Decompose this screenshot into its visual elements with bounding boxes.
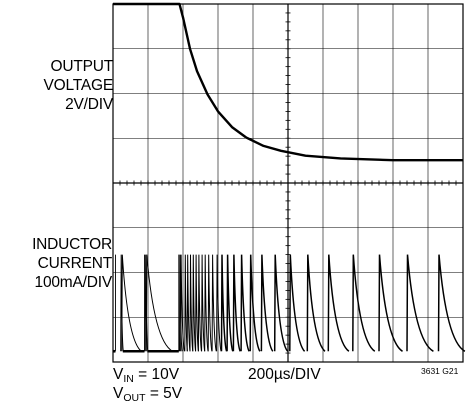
channel-2-label: INDUCTOR CURRENT 100mA/DIV (2, 235, 112, 292)
inductor-current-pulse (273, 254, 289, 352)
inductor-current-pulse (207, 254, 213, 352)
inductor-current-pulse (406, 254, 434, 352)
inductor-current-pulse (201, 254, 206, 352)
inductor-current-pulse (352, 254, 376, 352)
output-voltage-condition: VOUT = 5V (113, 385, 183, 404)
inductor-current-pulse (378, 254, 403, 352)
inductor-current-pulse (226, 254, 234, 352)
inductor-current-pulse (121, 254, 142, 352)
inductor-current-pulse (145, 254, 173, 352)
inductor-current-pulse (197, 254, 202, 352)
inductor-current-pulse (327, 254, 350, 352)
figure-id: 3631 G21 (421, 366, 459, 376)
channel-2-label-line-1: INDUCTOR (32, 236, 112, 253)
output-voltage-trace (113, 2, 463, 162)
channel-2-label-line-3: 100mA/DIV (34, 274, 113, 291)
channel-1-label-line-1: OUTPUT (50, 58, 113, 75)
inductor-current-pulse (180, 254, 185, 352)
channel-1-label: OUTPUT VOLTAGE 2V/DIV (13, 57, 113, 114)
inductor-current-pulse (240, 254, 250, 352)
timebase-label: 200µs/DIV (248, 366, 321, 383)
input-voltage-value: = 10V (138, 366, 180, 383)
inductor-current-pulse (220, 254, 228, 352)
channel-1-label-line-3: 2V/DIV (65, 96, 113, 113)
graticule-frame (112, 3, 464, 363)
output-voltage-value: = 5V (149, 385, 183, 402)
inductor-current-pulse (260, 254, 274, 352)
channel-2-label-line-2: CURRENT (37, 255, 113, 272)
inductor-current-pulse (204, 254, 209, 352)
inductor-current-pulse (249, 254, 261, 352)
inductor-current-pulse (211, 254, 217, 352)
inductor-current-pulse (437, 254, 466, 352)
input-voltage-condition: VIN = 10V (113, 366, 180, 385)
inductor-current-pulse (289, 254, 306, 352)
inductor-current-pulse (216, 254, 222, 352)
inductor-current-pulse (232, 254, 241, 352)
inductor-current-pulse (306, 254, 326, 352)
channel-1-label-line-2: VOLTAGE (43, 77, 113, 94)
